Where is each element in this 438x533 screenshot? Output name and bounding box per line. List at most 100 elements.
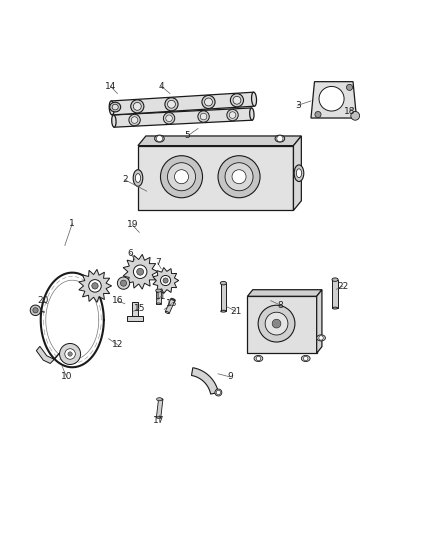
Polygon shape [111, 92, 254, 115]
Text: 5: 5 [184, 132, 191, 141]
Circle shape [319, 336, 323, 340]
Ellipse shape [159, 398, 163, 400]
Polygon shape [293, 136, 301, 211]
Circle shape [60, 343, 81, 365]
Ellipse shape [198, 111, 209, 122]
Circle shape [160, 276, 171, 286]
Circle shape [156, 135, 162, 142]
Text: 11: 11 [155, 292, 167, 301]
Circle shape [89, 280, 101, 292]
Ellipse shape [165, 98, 178, 111]
Polygon shape [156, 399, 163, 418]
Polygon shape [221, 283, 226, 311]
Ellipse shape [250, 108, 254, 120]
Ellipse shape [133, 102, 141, 110]
Ellipse shape [109, 101, 114, 115]
Polygon shape [165, 298, 175, 313]
Ellipse shape [294, 165, 304, 182]
Circle shape [277, 135, 283, 142]
Circle shape [218, 156, 260, 198]
Ellipse shape [163, 112, 175, 124]
Ellipse shape [205, 98, 212, 106]
Polygon shape [123, 254, 158, 289]
Ellipse shape [202, 95, 215, 109]
Text: 17: 17 [153, 416, 164, 425]
FancyBboxPatch shape [247, 296, 317, 353]
Text: 8: 8 [277, 301, 283, 310]
Ellipse shape [230, 94, 244, 107]
Circle shape [134, 265, 147, 279]
Circle shape [160, 156, 202, 198]
Ellipse shape [165, 311, 170, 313]
Polygon shape [79, 269, 112, 302]
Text: 20: 20 [37, 296, 49, 305]
Text: 10: 10 [61, 373, 72, 382]
FancyBboxPatch shape [132, 302, 138, 320]
Ellipse shape [110, 102, 120, 112]
Text: 21: 21 [230, 306, 241, 316]
Ellipse shape [220, 281, 226, 285]
FancyBboxPatch shape [127, 317, 143, 321]
Circle shape [272, 319, 281, 328]
Circle shape [232, 169, 246, 184]
Ellipse shape [301, 356, 310, 361]
FancyBboxPatch shape [138, 146, 293, 211]
Circle shape [167, 163, 195, 191]
Circle shape [120, 280, 127, 286]
Polygon shape [138, 136, 301, 146]
Ellipse shape [275, 135, 285, 142]
Text: 13: 13 [166, 299, 177, 308]
Ellipse shape [332, 278, 338, 281]
Circle shape [225, 163, 253, 191]
Circle shape [315, 111, 321, 118]
Circle shape [163, 278, 168, 283]
Circle shape [65, 349, 75, 359]
Text: 2: 2 [122, 175, 127, 184]
Ellipse shape [227, 109, 238, 121]
Ellipse shape [129, 115, 140, 126]
Ellipse shape [254, 356, 263, 361]
Ellipse shape [112, 104, 118, 110]
Polygon shape [36, 345, 66, 364]
Ellipse shape [131, 100, 144, 113]
Ellipse shape [200, 113, 207, 120]
Ellipse shape [167, 100, 175, 108]
Ellipse shape [297, 169, 302, 177]
Polygon shape [113, 108, 252, 127]
Ellipse shape [156, 303, 161, 304]
Ellipse shape [133, 169, 143, 187]
Polygon shape [317, 290, 322, 353]
Circle shape [68, 352, 72, 356]
Polygon shape [311, 82, 357, 118]
Ellipse shape [156, 417, 161, 418]
Circle shape [33, 308, 38, 313]
Text: 6: 6 [127, 249, 134, 258]
Polygon shape [191, 368, 219, 394]
Text: 3: 3 [295, 101, 301, 110]
Text: 14: 14 [105, 82, 116, 91]
Ellipse shape [233, 96, 241, 104]
Circle shape [117, 277, 130, 289]
Ellipse shape [251, 92, 257, 106]
Ellipse shape [155, 135, 164, 142]
Polygon shape [156, 290, 161, 304]
Text: 19: 19 [127, 220, 138, 229]
Ellipse shape [156, 290, 161, 292]
Circle shape [346, 84, 353, 91]
Polygon shape [332, 280, 338, 308]
Circle shape [137, 268, 144, 275]
Polygon shape [153, 268, 179, 294]
Ellipse shape [319, 86, 344, 111]
Ellipse shape [317, 335, 325, 341]
Ellipse shape [229, 112, 236, 118]
Text: 9: 9 [227, 373, 233, 382]
Circle shape [256, 356, 261, 361]
Text: 18: 18 [344, 107, 355, 116]
Ellipse shape [221, 310, 226, 312]
Circle shape [92, 282, 98, 289]
Text: 1: 1 [69, 219, 75, 228]
Circle shape [30, 305, 41, 316]
Ellipse shape [332, 279, 338, 280]
Text: 22: 22 [337, 282, 348, 290]
Ellipse shape [112, 115, 116, 127]
